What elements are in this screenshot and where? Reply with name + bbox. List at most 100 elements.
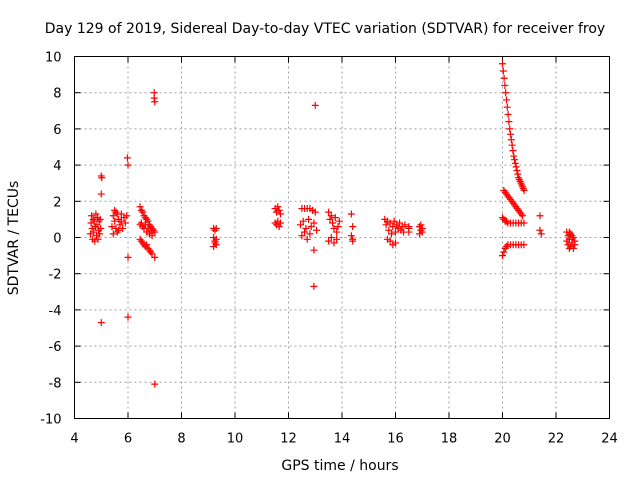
data-point: [305, 215, 313, 223]
data-point: [536, 212, 544, 220]
data-point: [502, 89, 510, 97]
data-point: [335, 217, 343, 225]
data-point: [334, 223, 342, 231]
x-tick-label: 12: [280, 432, 297, 447]
data-point: [329, 219, 337, 227]
data-point: [311, 101, 319, 109]
data-point: [113, 228, 121, 236]
data-point: [510, 152, 518, 160]
data-point: [333, 228, 341, 236]
data-point: [98, 174, 106, 182]
data-point: [148, 232, 156, 240]
data-point: [325, 237, 333, 245]
data-point: [97, 319, 105, 327]
data-point: [500, 74, 508, 82]
x-tick-label: 14: [334, 432, 351, 447]
y-tick-label: 6: [53, 123, 61, 138]
data-point: [136, 203, 144, 211]
data-point: [513, 167, 521, 175]
data-point: [327, 212, 335, 220]
data-point: [124, 253, 132, 261]
data-point: [123, 154, 131, 162]
data-point: [385, 226, 393, 234]
data-point: [520, 186, 528, 194]
data-point: [508, 141, 516, 149]
data-point: [212, 235, 220, 243]
data-point: [387, 230, 395, 238]
data-point: [123, 212, 131, 220]
data-point: [382, 221, 390, 229]
x-tick-label: 24: [601, 432, 618, 447]
data-point: [507, 136, 515, 144]
data-point: [151, 98, 159, 106]
data-point: [274, 203, 282, 211]
data-point: [275, 206, 283, 214]
data-point: [418, 228, 426, 236]
data-point: [96, 230, 104, 238]
data-point: [347, 232, 355, 240]
data-point: [507, 130, 515, 138]
data-point: [347, 210, 355, 218]
data-point: [563, 237, 571, 245]
y-tick-label: 8: [53, 87, 61, 102]
data-point: [512, 163, 520, 171]
data-point: [503, 103, 511, 111]
data-point: [211, 239, 219, 247]
x-tick-label: 16: [387, 432, 404, 447]
data-point: [302, 224, 310, 232]
data-point: [565, 244, 573, 252]
data-point: [520, 219, 528, 227]
data-point: [389, 223, 397, 231]
data-point: [349, 223, 357, 231]
data-point: [299, 217, 307, 225]
x-tick-label: 22: [548, 432, 565, 447]
data-point: [143, 241, 151, 249]
data-point: [90, 228, 98, 236]
data-point: [109, 230, 117, 238]
data-point: [116, 221, 124, 229]
data-point: [310, 246, 318, 254]
data-point: [151, 253, 159, 261]
data-point: [137, 219, 145, 227]
data-point: [111, 217, 119, 225]
data-point: [92, 210, 100, 218]
y-tick-label: 0: [53, 232, 61, 247]
data-point: [212, 224, 220, 232]
data-point: [392, 228, 399, 236]
data-point: [505, 118, 513, 126]
data-point: [330, 224, 338, 232]
x-tick-label: 10: [227, 432, 244, 447]
data-point: [115, 226, 123, 234]
data-point: [97, 224, 105, 232]
data-point: [147, 226, 155, 234]
y-tick-label: 10: [45, 51, 62, 66]
y-tick-label: 2: [53, 195, 61, 210]
data-point: [88, 212, 96, 220]
y-tick-label: -8: [49, 376, 62, 391]
data-point: [306, 230, 314, 238]
data-point: [307, 223, 315, 231]
x-tick-label: 8: [177, 432, 185, 447]
data-point: [405, 224, 413, 232]
data-point: [303, 235, 311, 243]
x-tick-label: 6: [124, 432, 132, 447]
data-point: [108, 223, 116, 231]
data-point: [386, 219, 394, 227]
data-point: [94, 235, 102, 243]
data-point: [330, 239, 338, 247]
data-point: [301, 228, 309, 236]
data-point: [310, 219, 318, 227]
data-point: [499, 67, 507, 75]
data-point: [333, 235, 341, 243]
data-point: [311, 208, 319, 216]
data-point: [139, 208, 147, 216]
data-point: [119, 224, 127, 232]
y-tick-label: -10: [40, 413, 61, 428]
data-point: [298, 232, 306, 240]
data-point: [93, 221, 101, 229]
data-point: [276, 210, 284, 218]
data-point: [417, 221, 425, 229]
data-point: [88, 224, 96, 232]
